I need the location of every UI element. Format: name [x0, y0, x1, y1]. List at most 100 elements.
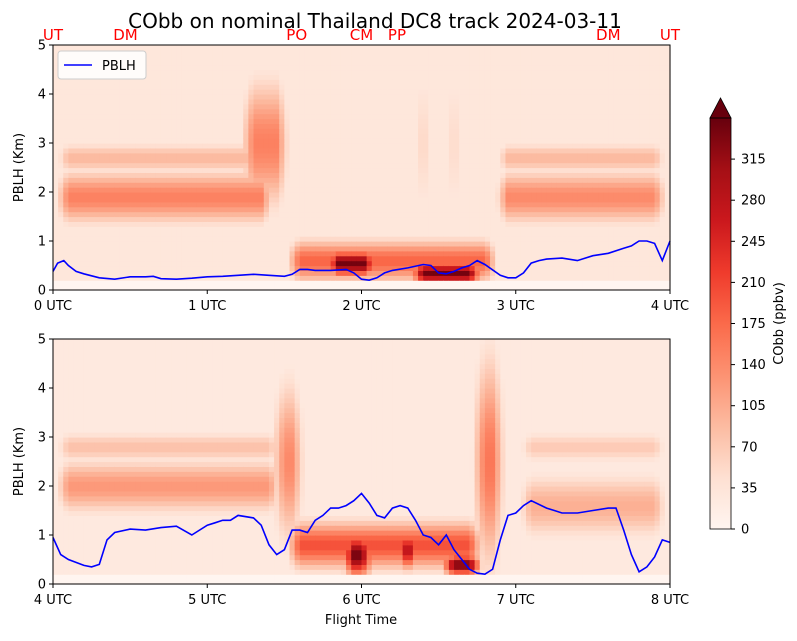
heatmap-cell	[423, 221, 429, 227]
heatmap-cell	[387, 260, 393, 267]
heatmap-cell	[407, 226, 414, 232]
heatmap-cell	[330, 98, 337, 105]
heatmap-cell	[94, 157, 100, 164]
heatmap-cell	[166, 157, 172, 164]
heatmap-cell	[376, 59, 383, 66]
heatmap-cell	[217, 59, 224, 66]
heatmap-cell	[58, 216, 64, 222]
heatmap-cell	[536, 206, 543, 213]
heatmap-cell	[366, 221, 373, 227]
heatmap-cell	[382, 74, 388, 80]
heatmap-cell	[454, 54, 460, 61]
heatmap-cell	[520, 255, 527, 262]
heatmap-cell	[304, 133, 311, 139]
heatmap-cell	[274, 98, 280, 105]
heatmap-cell	[407, 255, 414, 262]
heatmap-cell	[253, 196, 260, 203]
heatmap-cell	[520, 187, 527, 193]
heatmap-cell	[402, 260, 409, 267]
heatmap-cell	[294, 79, 301, 85]
heatmap-cell	[438, 177, 445, 183]
heatmap-cell	[428, 94, 435, 100]
heatmap-cell	[150, 128, 157, 134]
heatmap-cell	[464, 138, 471, 144]
heatmap-cell	[346, 177, 352, 183]
heatmap-cell	[130, 250, 136, 257]
heatmap-cell	[304, 147, 311, 154]
heatmap-cell	[382, 187, 388, 193]
heatmap-cell	[243, 201, 249, 208]
heatmap-cell	[304, 255, 311, 262]
heatmap-cell	[135, 138, 142, 144]
heatmap-cell	[212, 113, 219, 120]
heatmap-cell	[268, 241, 275, 247]
heatmap-cell	[320, 45, 327, 51]
heatmap-cell	[474, 177, 481, 183]
heatmap-cell	[515, 152, 522, 159]
heatmap-cell	[495, 54, 501, 61]
heatmap-cell	[371, 265, 378, 271]
heatmap-cell	[248, 201, 255, 208]
heatmap-cell	[469, 147, 476, 154]
heatmap-cell	[202, 147, 208, 154]
heatmap-cell	[109, 211, 116, 218]
heatmap-cell	[207, 133, 213, 139]
heatmap-cell	[551, 84, 558, 90]
heatmap-cell	[160, 236, 167, 242]
heatmap-cell	[171, 241, 177, 247]
heatmap-cell	[124, 45, 131, 51]
heatmap-cell	[68, 157, 75, 164]
heatmap-cell	[124, 236, 131, 242]
heatmap-cell	[109, 98, 116, 105]
heatmap-cell	[340, 196, 347, 203]
heatmap-cell	[299, 236, 306, 242]
heatmap-cell	[140, 265, 147, 271]
heatmap-cell	[474, 133, 481, 139]
heatmap-cell	[515, 45, 522, 51]
heatmap-cell	[407, 98, 414, 105]
heatmap-cell	[392, 172, 399, 178]
heatmap-cell	[284, 265, 291, 271]
heatmap-cell	[505, 94, 512, 100]
heatmap-cell	[464, 221, 471, 227]
heatmap-cell	[83, 113, 90, 120]
heatmap-cell	[78, 84, 85, 90]
heatmap-cell	[464, 280, 471, 286]
heatmap-cell	[479, 245, 486, 252]
heatmap-cell	[289, 123, 296, 129]
heatmap-cell	[171, 192, 177, 198]
heatmap-cell	[181, 147, 188, 154]
heatmap-cell	[299, 133, 306, 139]
heatmap-cell	[335, 74, 342, 80]
heatmap-cell	[299, 250, 306, 257]
heatmap-cell	[371, 133, 378, 139]
heatmap-cell	[253, 216, 260, 222]
heatmap-cell	[387, 206, 393, 213]
heatmap-cell	[63, 118, 70, 124]
heatmap-cell	[382, 172, 388, 178]
heatmap-cell	[222, 123, 229, 129]
heatmap-cell	[78, 245, 85, 252]
heatmap-cell	[392, 79, 399, 85]
heatmap-cell	[181, 54, 188, 61]
heatmap-cell	[263, 45, 270, 51]
heatmap-cell	[268, 172, 275, 178]
heatmap-cell	[454, 226, 460, 232]
heatmap-cell	[258, 231, 265, 237]
heatmap-cell	[238, 162, 244, 169]
heatmap-cell	[505, 69, 512, 75]
heatmap-cell	[268, 59, 275, 66]
heatmap-cell	[253, 113, 260, 120]
heatmap-cell	[279, 94, 285, 100]
heatmap-cell	[520, 143, 527, 149]
heatmap-cell	[520, 245, 527, 252]
heatmap-cell	[438, 64, 445, 71]
heatmap-cell	[510, 143, 517, 149]
heatmap-cell	[258, 211, 265, 218]
heatmap-cell	[150, 236, 157, 242]
heatmap-cell	[515, 280, 522, 286]
heatmap-cell	[94, 118, 100, 124]
heatmap-cell	[454, 162, 460, 169]
heatmap-cell	[505, 285, 512, 291]
heatmap-cell	[392, 49, 399, 56]
